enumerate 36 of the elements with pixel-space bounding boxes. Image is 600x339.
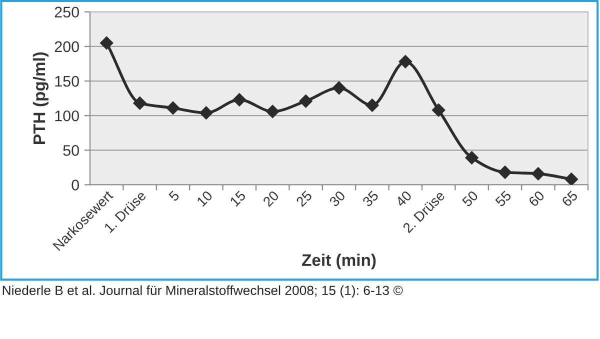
x-tick-label: 55 — [494, 190, 512, 208]
point — [166, 101, 180, 115]
point — [100, 36, 114, 50]
point — [133, 96, 146, 110]
y-tick-label: 0 — [72, 180, 79, 190]
point — [200, 106, 213, 120]
x-tick-label: 10 — [196, 190, 214, 207]
point — [564, 172, 578, 185]
point — [266, 104, 280, 118]
x-tick-label: 15 — [230, 190, 246, 207]
x-tick-label: 5 — [168, 190, 180, 202]
y-tick-label: 50 — [63, 145, 79, 156]
y-tick-label: 200 — [54, 41, 79, 52]
x-tick-label: 60 — [528, 190, 546, 208]
y-tick-label: 100 — [55, 110, 79, 122]
x-tick-label: 40 — [394, 190, 412, 208]
point — [432, 103, 446, 117]
x-tick-label: 50 — [462, 190, 479, 208]
y-tick-label: 250 — [54, 6, 79, 18]
point — [465, 151, 478, 164]
x-tick-label: 65 — [561, 190, 578, 208]
x-axis-title: Zeit (min) — [302, 254, 376, 270]
point — [366, 98, 379, 112]
point — [299, 94, 312, 108]
y-axis-title: PTH (pg/ml) — [32, 52, 49, 144]
x-tick-label: 25 — [296, 190, 313, 208]
x-tick-label: 35 — [362, 190, 380, 208]
x-tick-label: 30 — [328, 190, 346, 208]
x-tick-label: 20 — [262, 190, 280, 208]
point — [332, 81, 346, 95]
point — [498, 166, 512, 179]
text: Niederle B et al. Journal für Mineralstoffwechsel 2008; 15 (1): 6-13 © — [2, 285, 403, 298]
point — [532, 167, 545, 180]
point — [232, 93, 246, 106]
y-tick-label: 150 — [55, 76, 79, 87]
point — [398, 55, 412, 68]
